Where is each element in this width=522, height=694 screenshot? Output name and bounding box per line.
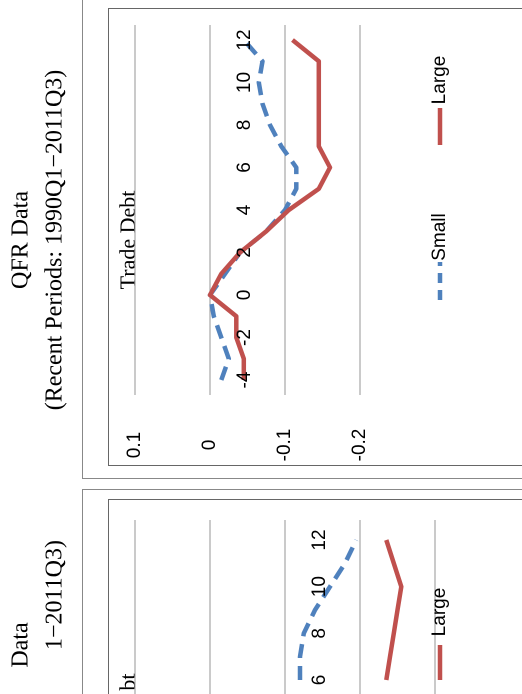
x-tick-label: 12: [234, 29, 255, 50]
y-tick-label: -0.2: [349, 429, 370, 462]
x-tick-label: -2: [234, 329, 255, 346]
chart-subtitle: (Recent Periods: 1990Q1−2011Q3): [42, 70, 68, 411]
x-tick-label: 10: [234, 72, 255, 93]
y-tick-label: 0: [199, 440, 220, 451]
x-tick-label: 6: [234, 162, 255, 173]
series-line: [384, 539, 404, 681]
x-tick-label: -4: [234, 371, 255, 388]
legend-label: Small: [429, 213, 450, 261]
plot-frame: [108, 8, 522, 466]
series-line: [297, 539, 359, 680]
chart-subtitle: 1−2011Q3): [42, 540, 68, 650]
legend-label: Large: [429, 56, 450, 105]
y-tick-label: -0.1: [274, 429, 295, 462]
x-tick-label: 8: [234, 120, 255, 131]
y-tick-label: 0.1: [124, 432, 145, 458]
panel-label: Trade Debt: [115, 191, 140, 290]
plot-frame: [108, 499, 522, 694]
x-tick-label: 0: [234, 290, 255, 301]
panel-frame: [82, 0, 522, 479]
x-tick-label: 10: [309, 576, 330, 597]
series-line: [207, 38, 299, 381]
chart-title: Data: [8, 622, 34, 668]
series-line: [207, 38, 333, 380]
x-tick-label: 2: [234, 247, 255, 258]
chart-title: QFR Data: [8, 191, 34, 289]
legend-label: Large: [429, 588, 450, 637]
panel-frame: [82, 489, 522, 694]
panel-label: bt: [115, 673, 140, 690]
x-tick-label: 6: [309, 675, 330, 686]
x-tick-label: 8: [309, 628, 330, 639]
x-tick-label: 4: [234, 204, 255, 215]
x-tick-label: 12: [309, 529, 330, 550]
